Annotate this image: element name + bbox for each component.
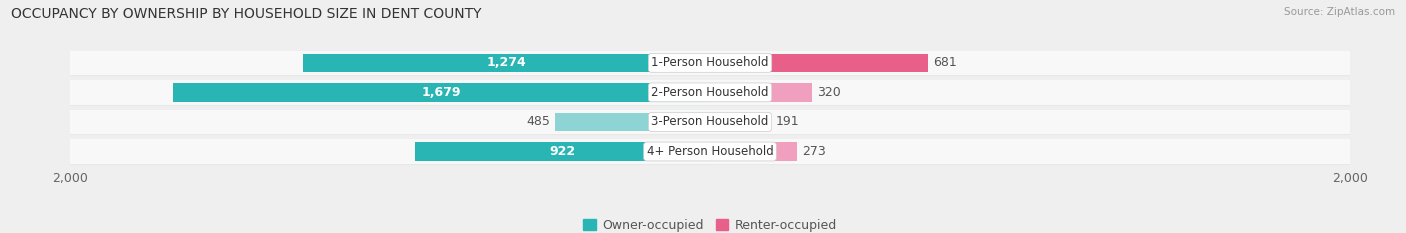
Text: 320: 320 bbox=[817, 86, 841, 99]
Bar bbox=[710, 113, 770, 131]
Bar bbox=[415, 142, 710, 161]
Bar bbox=[70, 80, 1350, 105]
Text: 3-Person Household: 3-Person Household bbox=[651, 116, 769, 128]
Text: 1,274: 1,274 bbox=[486, 56, 526, 69]
Bar bbox=[70, 139, 1350, 164]
Bar bbox=[173, 83, 710, 102]
Bar bbox=[710, 142, 797, 161]
Text: 1-Person Household: 1-Person Household bbox=[651, 56, 769, 69]
Bar bbox=[70, 51, 1350, 75]
Text: 485: 485 bbox=[526, 116, 550, 128]
Bar bbox=[70, 110, 1350, 134]
Text: OCCUPANCY BY OWNERSHIP BY HOUSEHOLD SIZE IN DENT COUNTY: OCCUPANCY BY OWNERSHIP BY HOUSEHOLD SIZE… bbox=[11, 7, 482, 21]
Bar bbox=[302, 54, 710, 72]
Bar bbox=[710, 83, 813, 102]
Legend: Owner-occupied, Renter-occupied: Owner-occupied, Renter-occupied bbox=[578, 214, 842, 233]
Text: 1,679: 1,679 bbox=[422, 86, 461, 99]
Text: 191: 191 bbox=[776, 116, 800, 128]
Text: 4+ Person Household: 4+ Person Household bbox=[647, 145, 773, 158]
Bar bbox=[555, 113, 710, 131]
Text: 681: 681 bbox=[932, 56, 956, 69]
Bar bbox=[710, 54, 928, 72]
Text: 273: 273 bbox=[803, 145, 825, 158]
Text: 922: 922 bbox=[550, 145, 575, 158]
Text: Source: ZipAtlas.com: Source: ZipAtlas.com bbox=[1284, 7, 1395, 17]
Text: 2-Person Household: 2-Person Household bbox=[651, 86, 769, 99]
